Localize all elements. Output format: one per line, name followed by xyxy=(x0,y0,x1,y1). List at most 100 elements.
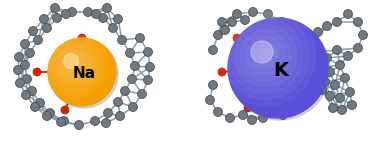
Circle shape xyxy=(14,52,23,61)
Circle shape xyxy=(25,49,34,58)
Circle shape xyxy=(288,83,296,92)
Circle shape xyxy=(23,74,31,83)
Circle shape xyxy=(20,60,29,70)
Circle shape xyxy=(316,63,324,72)
Circle shape xyxy=(288,46,297,55)
Circle shape xyxy=(321,78,330,86)
Circle shape xyxy=(313,70,322,80)
Circle shape xyxy=(338,105,347,114)
Circle shape xyxy=(333,46,341,55)
Circle shape xyxy=(135,34,144,42)
Circle shape xyxy=(279,111,288,120)
Circle shape xyxy=(345,88,355,96)
Circle shape xyxy=(130,61,139,70)
Circle shape xyxy=(268,107,276,116)
Circle shape xyxy=(330,81,339,90)
Circle shape xyxy=(230,20,330,120)
Circle shape xyxy=(344,51,353,60)
Circle shape xyxy=(127,74,136,83)
Circle shape xyxy=(217,17,226,27)
Circle shape xyxy=(118,36,127,45)
Circle shape xyxy=(232,9,242,18)
Circle shape xyxy=(20,39,29,49)
Circle shape xyxy=(31,103,39,112)
Circle shape xyxy=(146,62,155,71)
Circle shape xyxy=(233,34,241,42)
Circle shape xyxy=(42,24,51,32)
Circle shape xyxy=(74,121,84,129)
Circle shape xyxy=(48,38,116,106)
Circle shape xyxy=(99,14,107,23)
Circle shape xyxy=(313,48,322,57)
Circle shape xyxy=(28,27,37,36)
Circle shape xyxy=(144,48,152,57)
Circle shape xyxy=(288,103,296,113)
Circle shape xyxy=(91,9,101,18)
Circle shape xyxy=(291,93,301,103)
Circle shape xyxy=(113,15,122,24)
Circle shape xyxy=(15,79,25,88)
Circle shape xyxy=(341,73,350,82)
Circle shape xyxy=(138,90,147,99)
Circle shape xyxy=(313,27,322,37)
Circle shape xyxy=(84,7,93,16)
Circle shape xyxy=(36,99,45,107)
Circle shape xyxy=(248,115,257,125)
Circle shape xyxy=(90,116,99,125)
Circle shape xyxy=(64,54,79,69)
Circle shape xyxy=(104,109,113,117)
Circle shape xyxy=(59,116,68,125)
Circle shape xyxy=(144,75,152,84)
Circle shape xyxy=(45,109,54,117)
Circle shape xyxy=(251,41,273,63)
Circle shape xyxy=(50,40,118,108)
Circle shape xyxy=(333,17,341,27)
Circle shape xyxy=(328,103,338,113)
Circle shape xyxy=(274,95,282,104)
Circle shape xyxy=(353,44,363,52)
Circle shape xyxy=(108,24,118,32)
Circle shape xyxy=(239,111,248,120)
Circle shape xyxy=(129,103,138,112)
Circle shape xyxy=(116,112,124,121)
Circle shape xyxy=(206,95,214,104)
Circle shape xyxy=(353,17,363,27)
Circle shape xyxy=(56,117,65,126)
Circle shape xyxy=(209,81,217,90)
Circle shape xyxy=(214,30,223,39)
Circle shape xyxy=(22,91,31,100)
Circle shape xyxy=(318,85,327,94)
Circle shape xyxy=(121,86,130,95)
Circle shape xyxy=(220,26,229,35)
Circle shape xyxy=(263,9,273,18)
Circle shape xyxy=(228,18,328,118)
Circle shape xyxy=(322,53,332,62)
Circle shape xyxy=(240,16,249,25)
Circle shape xyxy=(61,106,69,114)
Circle shape xyxy=(248,7,257,16)
Circle shape xyxy=(34,36,42,45)
Circle shape xyxy=(336,93,344,103)
Text: K: K xyxy=(273,61,288,80)
Circle shape xyxy=(28,86,37,95)
Circle shape xyxy=(336,60,344,70)
Circle shape xyxy=(284,30,293,39)
Circle shape xyxy=(102,4,112,13)
Circle shape xyxy=(228,17,237,27)
Circle shape xyxy=(218,68,226,76)
Circle shape xyxy=(244,104,252,112)
Circle shape xyxy=(14,66,23,74)
Circle shape xyxy=(209,46,217,55)
Circle shape xyxy=(39,15,48,24)
Text: Na: Na xyxy=(72,66,95,81)
Circle shape xyxy=(358,30,367,39)
Circle shape xyxy=(214,107,223,116)
Circle shape xyxy=(78,34,86,42)
Circle shape xyxy=(325,92,335,101)
Circle shape xyxy=(277,17,287,27)
Circle shape xyxy=(347,101,356,110)
Circle shape xyxy=(62,9,71,18)
Circle shape xyxy=(42,112,51,121)
Circle shape xyxy=(322,21,332,30)
Circle shape xyxy=(308,38,318,47)
